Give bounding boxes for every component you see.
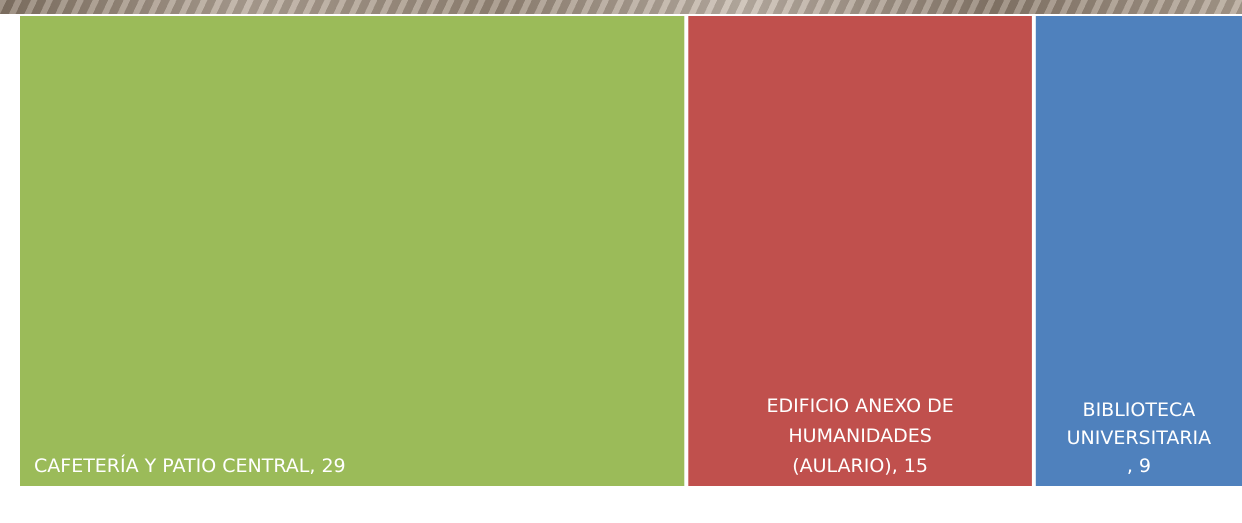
treemap-tile-3 bbox=[1035, 16, 1242, 486]
background-image-strip bbox=[0, 0, 1242, 14]
treemap-label-2: EDIFICIO ANEXO DE HUMANIDADES (AULARIO), 1… bbox=[766, 395, 953, 477]
treemap-chart: CAFETERÍA Y PATIO CENTRAL, 29 EDIFICIO AN… bbox=[0, 14, 1242, 523]
treemap-svg: CAFETERÍA Y PATIO CENTRAL, 29 EDIFICIO AN… bbox=[20, 16, 1242, 486]
treemap-label-3: BIBLIOTECA UNIVERSITARIA, 9 bbox=[1067, 399, 1212, 477]
treemap-tile-1 bbox=[20, 16, 685, 486]
treemap-tile-2 bbox=[688, 16, 1032, 486]
treemap-label-1: CAFETERÍA Y PATIO CENTRAL, 29 bbox=[34, 454, 346, 477]
